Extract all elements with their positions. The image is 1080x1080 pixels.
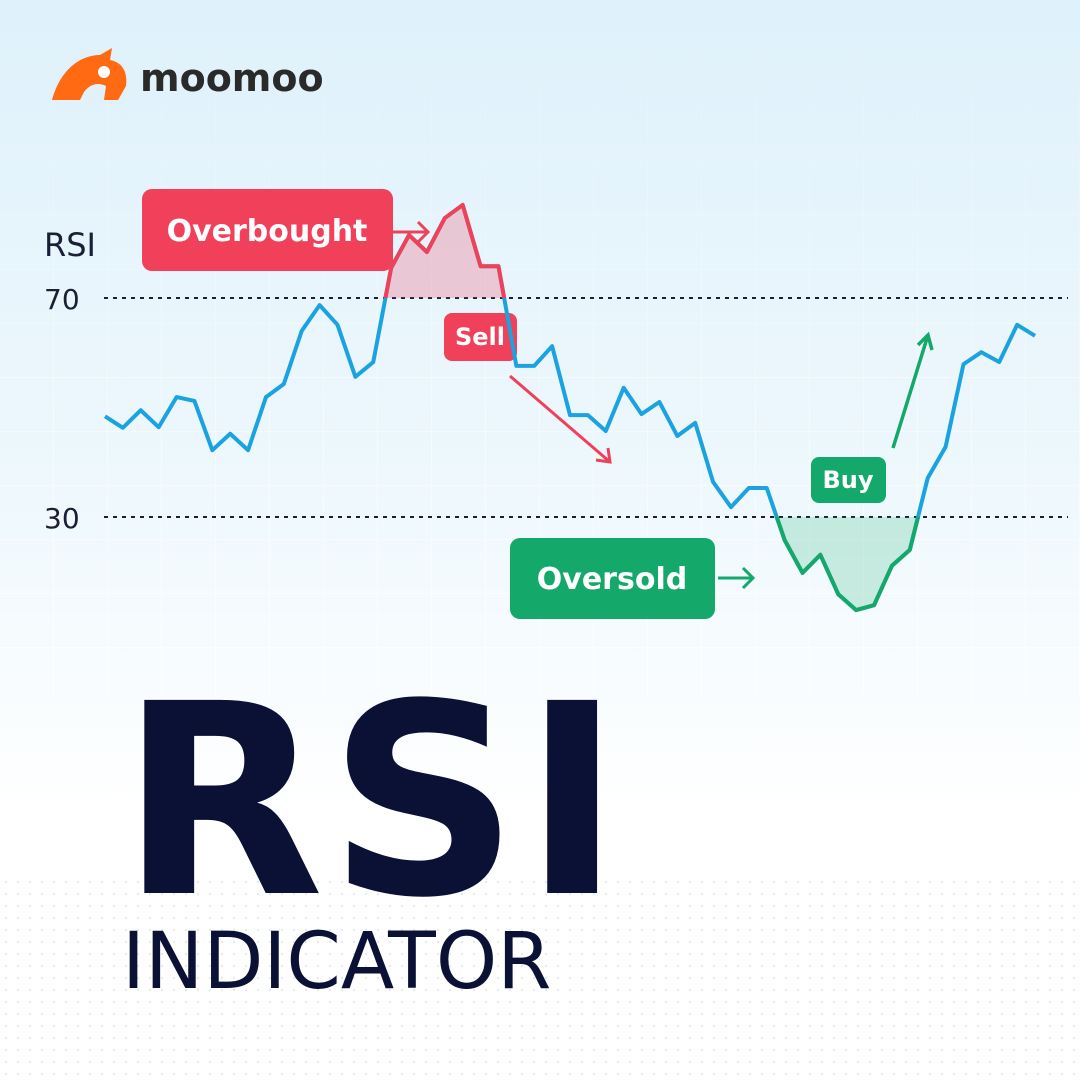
arrow [393,220,431,244]
brand-name: moomoo [140,56,324,100]
subtitle: INDICATOR [122,917,551,1007]
arrow [718,566,756,590]
y-tick-label: 30 [44,502,80,535]
annotation: Overbought [167,214,368,249]
rsi-line-oversold [774,517,921,613]
y-tick-label: 70 [44,283,80,316]
annotation: Sell [455,323,505,351]
oversold-badge [510,538,715,619]
logo [52,48,127,100]
sell-badge [444,313,517,361]
annotation: Buy [822,466,873,494]
annotation: Oversold [537,562,687,597]
overbought-badge [142,189,393,271]
y-axis-label: RSI [44,226,96,264]
title: RSI [120,648,626,956]
oversold-area [105,517,1035,611]
buy-badge [811,457,886,503]
arrow [509,374,612,464]
arrow [891,331,934,449]
background-dots [0,880,1080,1080]
